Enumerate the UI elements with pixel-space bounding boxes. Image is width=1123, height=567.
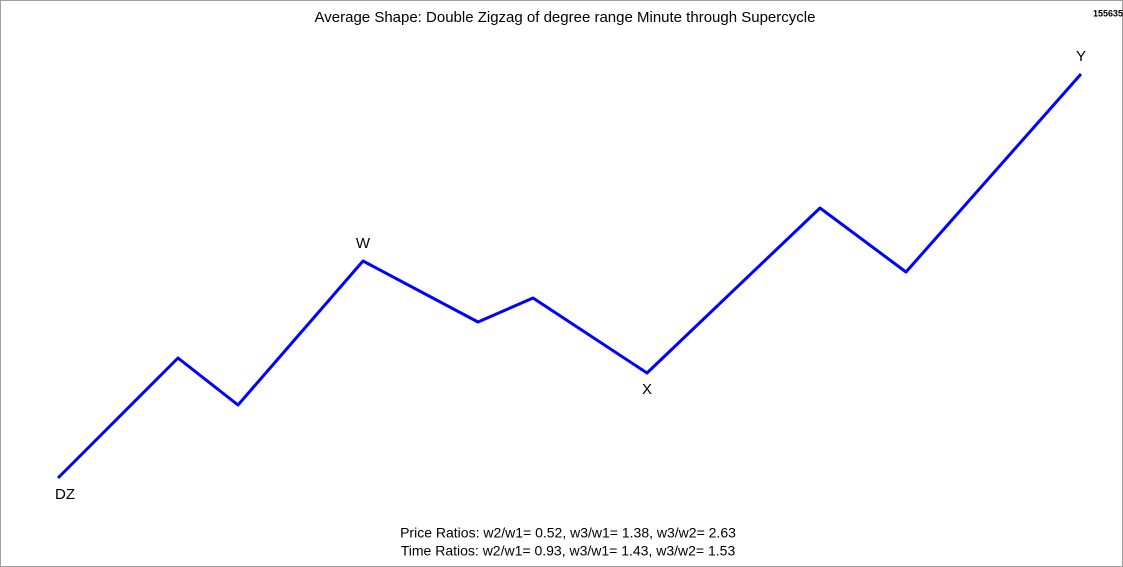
chart-title: Average Shape: Double Zigzag of degree r… [315, 9, 816, 26]
time-ratios: Time Ratios: w2/w1= 0.93, w3/w1= 1.43, w… [401, 543, 736, 559]
price-ratios: Price Ratios: w2/w1= 0.52, w3/w1= 1.38, … [400, 525, 736, 541]
corner-label: 155635 [1093, 8, 1123, 18]
point-label: DZ [55, 486, 75, 503]
point-label: W [356, 235, 371, 252]
series-line [56, 73, 1083, 480]
point-label: X [642, 381, 652, 398]
point-label: Y [1076, 48, 1086, 65]
